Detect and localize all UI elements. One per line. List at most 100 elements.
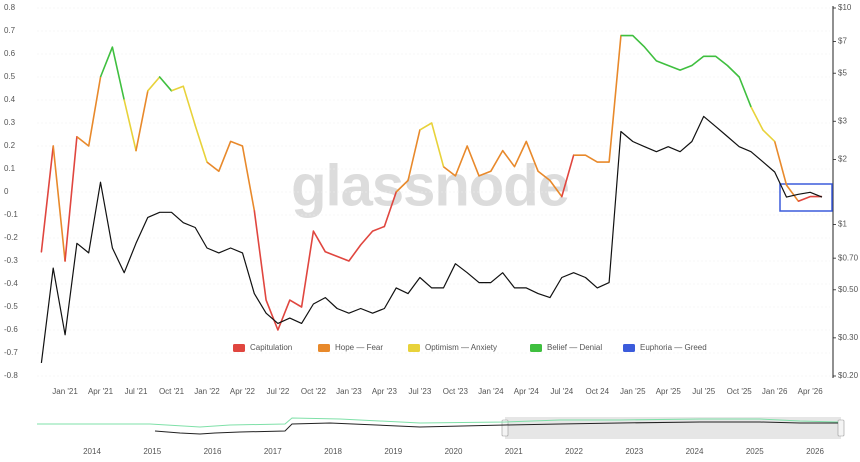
nupl-line — [395, 179, 409, 193]
navigator-handle[interactable] — [501, 419, 509, 437]
y-tick-label: -0.5 — [4, 302, 18, 311]
navigator-tick-label: 2022 — [565, 447, 583, 456]
nupl-connector — [147, 76, 161, 92]
legend-swatch — [530, 344, 542, 352]
y-tick-label: 0.5 — [4, 72, 16, 81]
highlight-box — [779, 183, 833, 212]
navigator-tick-label: 2024 — [686, 447, 704, 456]
legend-swatch — [318, 344, 330, 352]
nupl-line — [620, 34, 740, 78]
x-tick-label: Jan '23 — [336, 387, 362, 396]
nupl-connector — [762, 129, 776, 143]
y2-tick-label: $3 — [838, 116, 847, 125]
y-tick-label: 0.7 — [4, 26, 16, 35]
legend-label: Optimism — Anxiety — [425, 343, 497, 352]
nupl-connector — [194, 124, 208, 163]
y-tick-label: 0.8 — [4, 3, 16, 12]
nupl-line — [171, 85, 196, 126]
nupl-connector — [549, 179, 563, 198]
x-tick-label: Oct '21 — [159, 387, 185, 396]
price-line — [40, 115, 823, 363]
y-tick-label: 0.2 — [4, 141, 16, 150]
x-tick-label: Apr '21 — [88, 387, 114, 396]
navigator-tick-label: 2020 — [445, 447, 463, 456]
legend-swatch — [233, 344, 245, 352]
y2-tick-label: $7 — [838, 37, 847, 46]
navigator-tick-label: 2026 — [806, 447, 824, 456]
x-tick-label: Oct 24 — [585, 387, 609, 396]
nupl-connector — [560, 154, 575, 198]
x-tick-label: Jan '26 — [762, 387, 788, 396]
navigator-tick-label: 2019 — [384, 447, 402, 456]
y2-tick-label: $0.50 — [838, 285, 859, 294]
nupl-connector — [135, 90, 149, 152]
x-tick-label: Jan '25 — [620, 387, 646, 396]
x-tick-label: Oct '23 — [443, 387, 469, 396]
x-tick-label: Jul '25 — [692, 387, 715, 396]
y2-tick-label: $1 — [838, 220, 847, 229]
navigator-handle[interactable] — [837, 419, 845, 437]
nupl-connector — [738, 76, 752, 108]
y-tick-label: 0.1 — [4, 164, 16, 173]
nupl-connector — [608, 34, 622, 163]
watermark: glassnode — [291, 153, 569, 218]
nupl-line — [573, 154, 610, 163]
x-tick-label: Jan '22 — [194, 387, 220, 396]
legend-label: Hope — Fear — [335, 343, 383, 352]
legend-swatch — [408, 344, 420, 352]
x-tick-label: Jan '21 — [52, 387, 78, 396]
x-tick-label: Jul '21 — [125, 387, 148, 396]
navigator-tick-label: 2014 — [83, 447, 101, 456]
navigator-line — [154, 421, 838, 435]
navigator-tick-label: 2018 — [324, 447, 342, 456]
nupl-connector — [785, 184, 800, 202]
nupl-connector — [52, 145, 66, 262]
nupl-line — [253, 210, 385, 331]
nupl-line — [206, 140, 243, 173]
nupl-connector — [123, 99, 137, 152]
nupl-line — [76, 136, 90, 147]
y-tick-label: 0.4 — [4, 95, 16, 104]
navigator-tick-label: 2025 — [746, 447, 764, 456]
navigator-tick-label: 2016 — [204, 447, 222, 456]
navigator-selection[interactable] — [505, 417, 841, 439]
y-tick-label: 0 — [4, 187, 9, 196]
y-tick-label: 0.6 — [4, 49, 16, 58]
x-tick-label: Apr '23 — [372, 387, 398, 396]
nupl-connector — [64, 136, 78, 262]
nupl-line — [99, 46, 114, 78]
y2-tick-label: $0.70 — [838, 253, 859, 262]
legend-label: Euphoria — Greed — [640, 343, 707, 352]
y-tick-label: -0.3 — [4, 256, 18, 265]
y-tick-label: -0.7 — [4, 348, 18, 357]
y2-tick-label: $2 — [838, 155, 847, 164]
navigator-tick-label: 2023 — [625, 447, 643, 456]
y-tick-label: -0.4 — [4, 279, 18, 288]
nupl-connector — [158, 76, 173, 92]
x-tick-label: Jul '22 — [267, 387, 290, 396]
x-tick-label: Apr '25 — [656, 387, 682, 396]
legend-label: Capitulation — [250, 343, 292, 352]
y2-tick-label: $10 — [838, 3, 852, 12]
nupl-connector — [407, 129, 421, 182]
nupl-connector — [111, 46, 125, 101]
nupl-line — [798, 195, 822, 202]
y2-tick-label: $0.20 — [838, 371, 859, 380]
navigator-tick-label: 2017 — [264, 447, 282, 456]
navigator-line — [37, 417, 839, 428]
x-tick-label: Apr '24 — [514, 387, 540, 396]
nupl-line — [443, 140, 551, 182]
x-tick-label: Jul '24 — [550, 387, 573, 396]
nupl-connector — [241, 145, 256, 212]
x-tick-label: Oct '25 — [727, 387, 753, 396]
x-tick-label: Apr '26 — [798, 387, 824, 396]
nupl-connector — [430, 122, 445, 168]
nupl-connector — [87, 76, 102, 147]
legend-label: Belief — Denial — [547, 343, 602, 352]
nupl-line — [773, 141, 788, 186]
y-tick-label: -0.8 — [4, 371, 18, 380]
legend-swatch — [623, 344, 635, 352]
y-tick-label: -0.2 — [4, 233, 18, 242]
nupl-connector — [383, 191, 398, 228]
